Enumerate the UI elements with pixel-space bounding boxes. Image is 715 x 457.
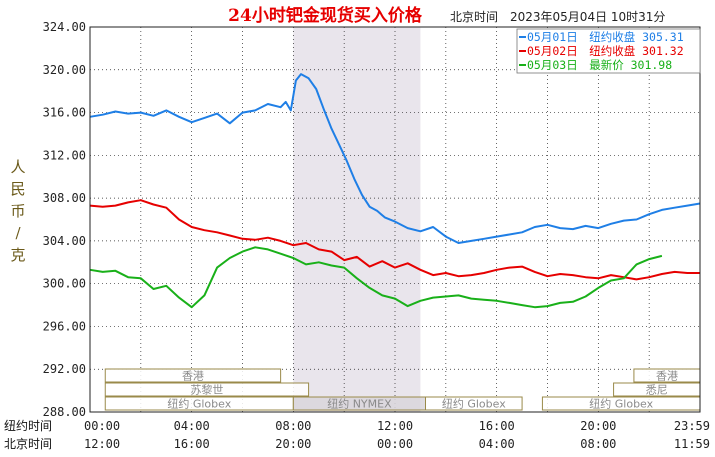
market-band [104, 368, 282, 383]
ny-tick-label: 20:00 [580, 419, 616, 433]
bj-tick-label: 20:00 [275, 437, 311, 451]
series-line-05月03日 [89, 246, 663, 309]
legend-entry: 05月02日 纽约收盘 301.32 [527, 44, 684, 58]
y-tick-label: 292.00 [43, 362, 86, 376]
y-tick-label: 308.00 [43, 191, 86, 205]
market-label: 香港 [182, 370, 204, 383]
price-series [89, 73, 701, 309]
y-axis-ticks: 288.00 292.00 296.00 300.00 304.00 308.00 312.… [43, 20, 86, 419]
market-band [425, 396, 523, 411]
plot-frame [89, 26, 701, 413]
chart-subtitle: 北京时间 2023年05月04日 10时31分 [450, 10, 665, 24]
legend-box [516, 28, 701, 74]
market-label: 纽约 Globex [167, 397, 231, 411]
ny-tick-label: 12:00 [377, 419, 413, 433]
market-label: 纽约 Globex [589, 397, 653, 411]
bj-tick-label: 16:00 [174, 437, 210, 451]
y-tick-label: 288.00 [43, 405, 86, 419]
y-tick-label: 312.00 [43, 148, 86, 162]
y-tick-label: 316.00 [43, 106, 86, 120]
y-tick-label: 304.00 [43, 234, 86, 248]
ny-tick-label: 00:00 [84, 419, 120, 433]
series-line-05月01日 [89, 73, 701, 244]
y-tick-label: 300.00 [43, 277, 86, 291]
market-label: 香港 [656, 370, 678, 383]
legend-entry: 05月03日 最新价 301.98 [527, 58, 672, 72]
market-label: 苏黎世 [190, 383, 223, 397]
bj-tick-label: 00:00 [377, 437, 413, 451]
bj-time-row-label: 北京时间 [4, 437, 52, 451]
bj-tick-label: 12:00 [84, 437, 120, 451]
ny-tick-label: 04:00 [174, 419, 210, 433]
market-label: 悉尼 [646, 384, 668, 397]
bj-tick-label: 04:00 [479, 437, 515, 451]
market-label: 纽约 NYMEX [327, 397, 392, 411]
y-tick-label: 320.00 [43, 63, 86, 77]
x-axis-ticks: 00:00 12:00 04:00 16:00 08:00 20:00 12:00 00:00… [84, 419, 710, 451]
series-line-05月02日 [89, 199, 700, 281]
nymex-session-shading [293, 27, 421, 412]
ny-tick-label: 08:00 [275, 419, 311, 433]
ny-tick-label: 16:00 [479, 419, 515, 433]
y-tick-label: 296.00 [43, 319, 86, 333]
bj-tick-label: 11:59 [674, 437, 710, 451]
market-label: 纽约 Globex [442, 397, 506, 411]
chart-title: 24小时钯金现货买入价格 [228, 5, 423, 26]
legend-entry: 05月01日 纽约收盘 305.31 [527, 30, 684, 44]
ny-tick-label: 23:59 [674, 419, 710, 433]
bj-tick-label: 08:00 [580, 437, 616, 451]
y-axis-label: 人民币/克 [10, 158, 25, 264]
y-tick-label: 324.00 [43, 20, 86, 34]
market-band [104, 382, 310, 397]
ny-time-row-label: 纽约时间 [4, 418, 52, 433]
